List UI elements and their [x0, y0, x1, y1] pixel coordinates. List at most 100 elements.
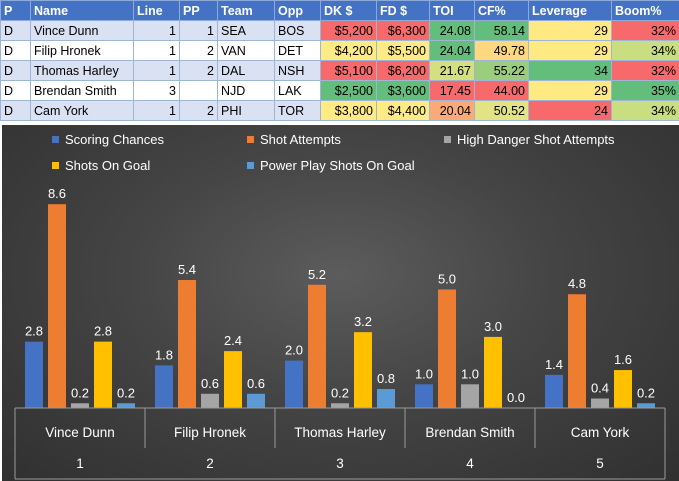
- cell-team[interactable]: SEA: [217, 20, 275, 41]
- cell-line[interactable]: 3: [133, 80, 180, 101]
- cell-name[interactable]: Thomas Harley: [30, 60, 134, 81]
- col-header-dk[interactable]: DK $: [320, 0, 377, 21]
- bar[interactable]: [178, 280, 196, 408]
- cell-pp[interactable]: 1: [179, 20, 218, 41]
- col-header-boom[interactable]: Boom%: [611, 0, 679, 21]
- legend-swatch-2[interactable]: [444, 136, 451, 143]
- bar[interactable]: [285, 360, 303, 408]
- cell-cf[interactable]: 55.22: [474, 60, 529, 81]
- cell-toi[interactable]: 20.04: [429, 100, 475, 121]
- col-header-opp[interactable]: Opp: [274, 0, 321, 21]
- cell-team[interactable]: DAL: [217, 60, 275, 81]
- bar[interactable]: [94, 341, 112, 408]
- cell-boom[interactable]: 34%: [611, 40, 679, 61]
- legend-label-4[interactable]: Power Play Shots On Goal: [260, 158, 415, 173]
- bar[interactable]: [484, 336, 502, 408]
- legend-label-2[interactable]: High Danger Shot Attempts: [457, 132, 615, 147]
- cell-p[interactable]: D: [0, 40, 31, 61]
- legend-swatch-3[interactable]: [52, 162, 59, 169]
- table-row[interactable]: D Thomas Harley 1 2 DAL NSH $5,100 $6,200 21.67 5…: [0, 60, 679, 81]
- bar[interactable]: [637, 403, 655, 408]
- table-row[interactable]: D Cam York 1 2 PHI TOR $3,800 $4,400 20.04 50.52 2…: [0, 100, 679, 121]
- bar[interactable]: [354, 332, 372, 408]
- bar[interactable]: [247, 393, 265, 408]
- bar[interactable]: [461, 384, 479, 408]
- bar[interactable]: [71, 403, 89, 408]
- cell-boom[interactable]: 32%: [611, 20, 679, 41]
- table-row[interactable]: D Vince Dunn 1 1 SEA BOS $5,200 $6,300 24.08 58.1…: [0, 20, 679, 41]
- cell-name[interactable]: Cam York: [30, 100, 134, 121]
- cell-fd[interactable]: $6,200: [376, 60, 430, 81]
- cell-cf[interactable]: 50.52: [474, 100, 529, 121]
- cell-pp[interactable]: 2: [179, 60, 218, 81]
- col-header-name[interactable]: Name: [30, 0, 134, 21]
- col-header-line[interactable]: Line: [133, 0, 180, 21]
- cell-fd[interactable]: $5,500: [376, 40, 430, 61]
- bar[interactable]: [377, 389, 395, 408]
- bar[interactable]: [48, 204, 66, 408]
- cell-opp[interactable]: NSH: [274, 60, 321, 81]
- bar[interactable]: [545, 374, 563, 408]
- bar[interactable]: [224, 351, 242, 408]
- cell-p[interactable]: D: [0, 20, 31, 41]
- cell-pp[interactable]: 2: [179, 100, 218, 121]
- legend-swatch-0[interactable]: [52, 136, 59, 143]
- cell-leverage[interactable]: 29: [528, 80, 612, 101]
- cell-dk[interactable]: $5,200: [320, 20, 377, 41]
- cell-pp[interactable]: [179, 80, 218, 101]
- col-header-position[interactable]: P: [0, 0, 31, 21]
- cell-pp[interactable]: 2: [179, 40, 218, 61]
- col-header-cf[interactable]: CF%: [474, 0, 529, 21]
- cell-team[interactable]: NJD: [217, 80, 275, 101]
- cell-line[interactable]: 1: [133, 60, 180, 81]
- cell-dk[interactable]: $5,100: [320, 60, 377, 81]
- table-row[interactable]: D Brendan Smith 3 NJD LAK $2,500 $3,600 17.45 44…: [0, 80, 679, 101]
- cell-p[interactable]: D: [0, 80, 31, 101]
- bar[interactable]: [331, 403, 349, 408]
- cell-boom[interactable]: 34%: [611, 100, 679, 121]
- bar[interactable]: [25, 341, 43, 408]
- cell-boom[interactable]: 32%: [611, 60, 679, 81]
- cell-leverage[interactable]: 29: [528, 40, 612, 61]
- bar[interactable]: [614, 370, 632, 408]
- bar[interactable]: [117, 403, 135, 408]
- cell-name[interactable]: Brendan Smith: [30, 80, 134, 101]
- col-header-team[interactable]: Team: [217, 0, 275, 21]
- cell-line[interactable]: 1: [133, 20, 180, 41]
- cell-line[interactable]: 1: [133, 40, 180, 61]
- cell-p[interactable]: D: [0, 100, 31, 121]
- col-header-toi[interactable]: TOI: [429, 0, 475, 21]
- cell-line[interactable]: 1: [133, 100, 180, 121]
- cell-toi[interactable]: 24.04: [429, 40, 475, 61]
- cell-opp[interactable]: DET: [274, 40, 321, 61]
- cell-boom[interactable]: 35%: [611, 80, 679, 101]
- cell-cf[interactable]: 49.78: [474, 40, 529, 61]
- cell-team[interactable]: PHI: [217, 100, 275, 121]
- cell-opp[interactable]: BOS: [274, 20, 321, 41]
- cell-team[interactable]: VAN: [217, 40, 275, 61]
- cell-fd[interactable]: $6,300: [376, 20, 430, 41]
- cell-toi[interactable]: 24.08: [429, 20, 475, 41]
- bar[interactable]: [155, 365, 173, 408]
- col-header-leverage[interactable]: Leverage: [528, 0, 612, 21]
- cell-cf[interactable]: 44.00: [474, 80, 529, 101]
- cell-cf[interactable]: 58.14: [474, 20, 529, 41]
- cell-fd[interactable]: $3,600: [376, 80, 430, 101]
- cell-dk[interactable]: $3,800: [320, 100, 377, 121]
- bar[interactable]: [415, 384, 433, 408]
- cell-leverage[interactable]: 24: [528, 100, 612, 121]
- cell-name[interactable]: Vince Dunn: [30, 20, 134, 41]
- bar[interactable]: [438, 289, 456, 409]
- cell-p[interactable]: D: [0, 60, 31, 81]
- table-row[interactable]: D Filip Hronek 1 2 VAN DET $4,200 $5,500 24.04 49…: [0, 40, 679, 61]
- cell-leverage[interactable]: 29: [528, 20, 612, 41]
- bar[interactable]: [591, 398, 609, 408]
- cell-opp[interactable]: LAK: [274, 80, 321, 101]
- bar[interactable]: [308, 284, 326, 408]
- col-header-fd[interactable]: FD $: [376, 0, 430, 21]
- bar[interactable]: [568, 294, 586, 408]
- cell-toi[interactable]: 17.45: [429, 80, 475, 101]
- cell-name[interactable]: Filip Hronek: [30, 40, 134, 61]
- legend-swatch-4[interactable]: [247, 162, 254, 169]
- cell-dk[interactable]: $2,500: [320, 80, 377, 101]
